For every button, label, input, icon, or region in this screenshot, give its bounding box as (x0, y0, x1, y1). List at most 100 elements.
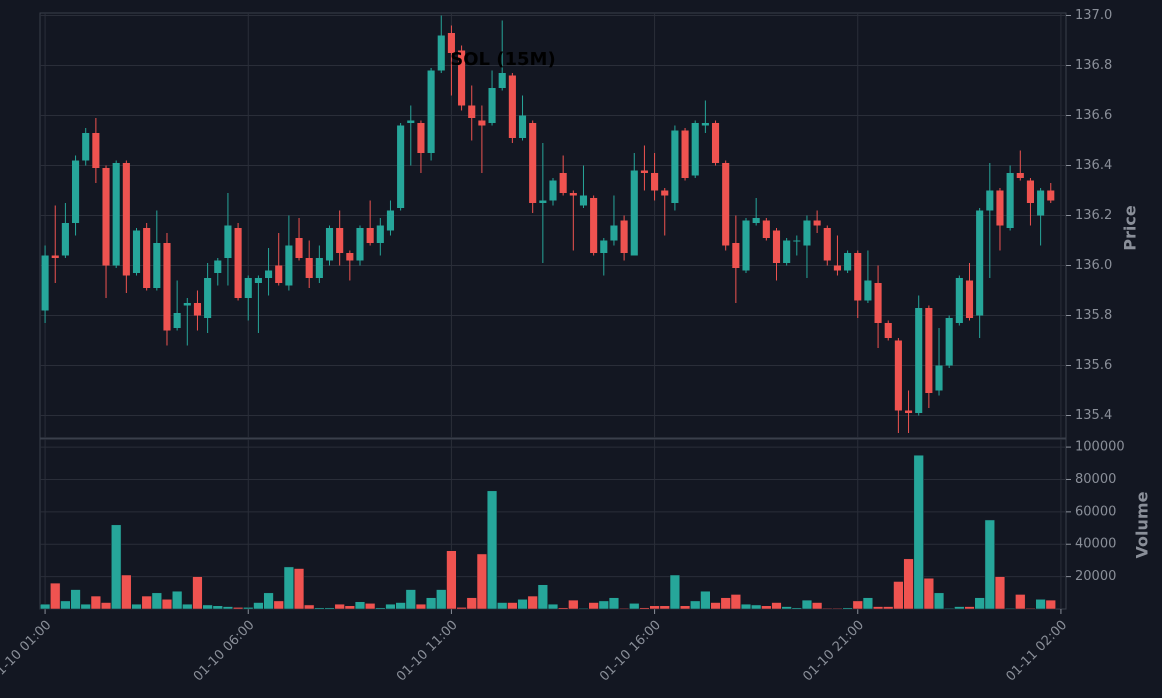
volume-tick-label: 40000 (1075, 537, 1116, 552)
candle-body (783, 240, 791, 263)
x-tick-label: 01-11 02:00 (1003, 618, 1070, 685)
volume-bar (141, 595, 152, 610)
candle-body (112, 163, 120, 266)
volume-bar (182, 603, 193, 610)
volume-bar (1035, 599, 1046, 610)
candle-body (488, 88, 496, 123)
x-tick-label: 01-10 21:00 (800, 618, 867, 685)
candle-body (61, 223, 69, 256)
candle-body (224, 225, 232, 258)
volume-bar (1025, 607, 1036, 610)
candle-body (51, 255, 59, 258)
volume-bar (649, 605, 660, 610)
candle-body (468, 105, 476, 118)
volume-bar (151, 592, 162, 610)
price-axis-label: Price (1121, 205, 1140, 251)
candle-body (173, 313, 181, 328)
candle-body (498, 73, 506, 88)
candle-body (254, 278, 262, 283)
volume-bar (375, 607, 386, 610)
volume-bar (852, 600, 863, 610)
candle-body (772, 230, 781, 263)
volume-bar (415, 603, 427, 610)
candle-body (204, 278, 212, 318)
candle-body (579, 195, 588, 206)
candle-body (417, 123, 425, 153)
volume-bar (964, 606, 975, 610)
volume-tick-label: 100000 (1075, 440, 1125, 455)
candle-body (346, 253, 354, 261)
volume-bar (405, 589, 416, 610)
volume-bar (1045, 599, 1056, 610)
candle-body (681, 130, 689, 178)
candle-body (894, 340, 902, 411)
volume-bar (720, 597, 731, 610)
volume-bar (781, 606, 792, 610)
volume-bar (740, 603, 752, 610)
volume-bar (456, 607, 467, 610)
candle-body (600, 240, 608, 253)
volume-bar (111, 524, 122, 610)
candle-body (336, 228, 344, 253)
volume-bar (903, 558, 914, 610)
candle-body (904, 410, 913, 413)
candle-body (854, 253, 862, 301)
volume-bar (425, 597, 437, 610)
volume-bar (517, 599, 528, 610)
volume-tick-label: 20000 (1075, 569, 1116, 584)
volume-bar (1015, 594, 1026, 610)
candle-body (671, 130, 679, 203)
volume-bar (618, 607, 630, 610)
candle-body (976, 210, 984, 316)
candle-body (1037, 190, 1045, 216)
candle-body (539, 200, 547, 203)
candle-body (437, 35, 445, 71)
volume-bar (273, 600, 284, 610)
x-tick-label: 01-10 01:00 (0, 618, 54, 685)
candle-body (325, 228, 334, 261)
candle-body (722, 163, 730, 246)
volume-bar (293, 568, 305, 610)
volume-bar (202, 604, 213, 610)
volume-bar (476, 553, 488, 610)
y-tick-label: 136.4 (1075, 158, 1112, 173)
volume-bar (497, 602, 508, 610)
y-tick-label: 136.6 (1075, 108, 1112, 123)
candle-body (711, 123, 720, 163)
chart-title: SOL (15M) (450, 49, 555, 70)
candle-body (163, 243, 171, 331)
volume-bar (222, 606, 234, 610)
volume-bar (212, 605, 223, 610)
candle-body (640, 170, 648, 173)
candle-body (193, 303, 202, 316)
candle-body (823, 228, 831, 261)
candle-body (183, 303, 191, 306)
candle-body (214, 260, 222, 273)
candle-body (1006, 173, 1014, 228)
candle-body (518, 115, 527, 138)
volume-bar (923, 577, 934, 610)
volume-bar (50, 582, 61, 610)
volume-bar (598, 600, 609, 610)
candle-body (508, 75, 516, 138)
volume-bar (263, 592, 274, 610)
volume-bar (334, 603, 345, 610)
candle-body (610, 225, 618, 241)
candle-body (1047, 190, 1055, 201)
candle-body (447, 33, 455, 53)
candle-body (793, 240, 801, 242)
candle-body (92, 133, 100, 168)
y-tick-label: 135.6 (1075, 358, 1112, 373)
candle-body (762, 220, 770, 238)
volume-bar (232, 607, 244, 610)
candle-body (935, 365, 943, 391)
volume-bar (100, 602, 112, 610)
candle-body (833, 265, 841, 271)
volume-tick-label: 80000 (1075, 472, 1116, 487)
candle-body (701, 123, 709, 126)
volume-bar (70, 589, 81, 610)
candle-body (275, 265, 283, 283)
candle-body (478, 120, 486, 126)
y-tick-label: 136.8 (1075, 58, 1112, 73)
volume-bar (710, 602, 721, 610)
